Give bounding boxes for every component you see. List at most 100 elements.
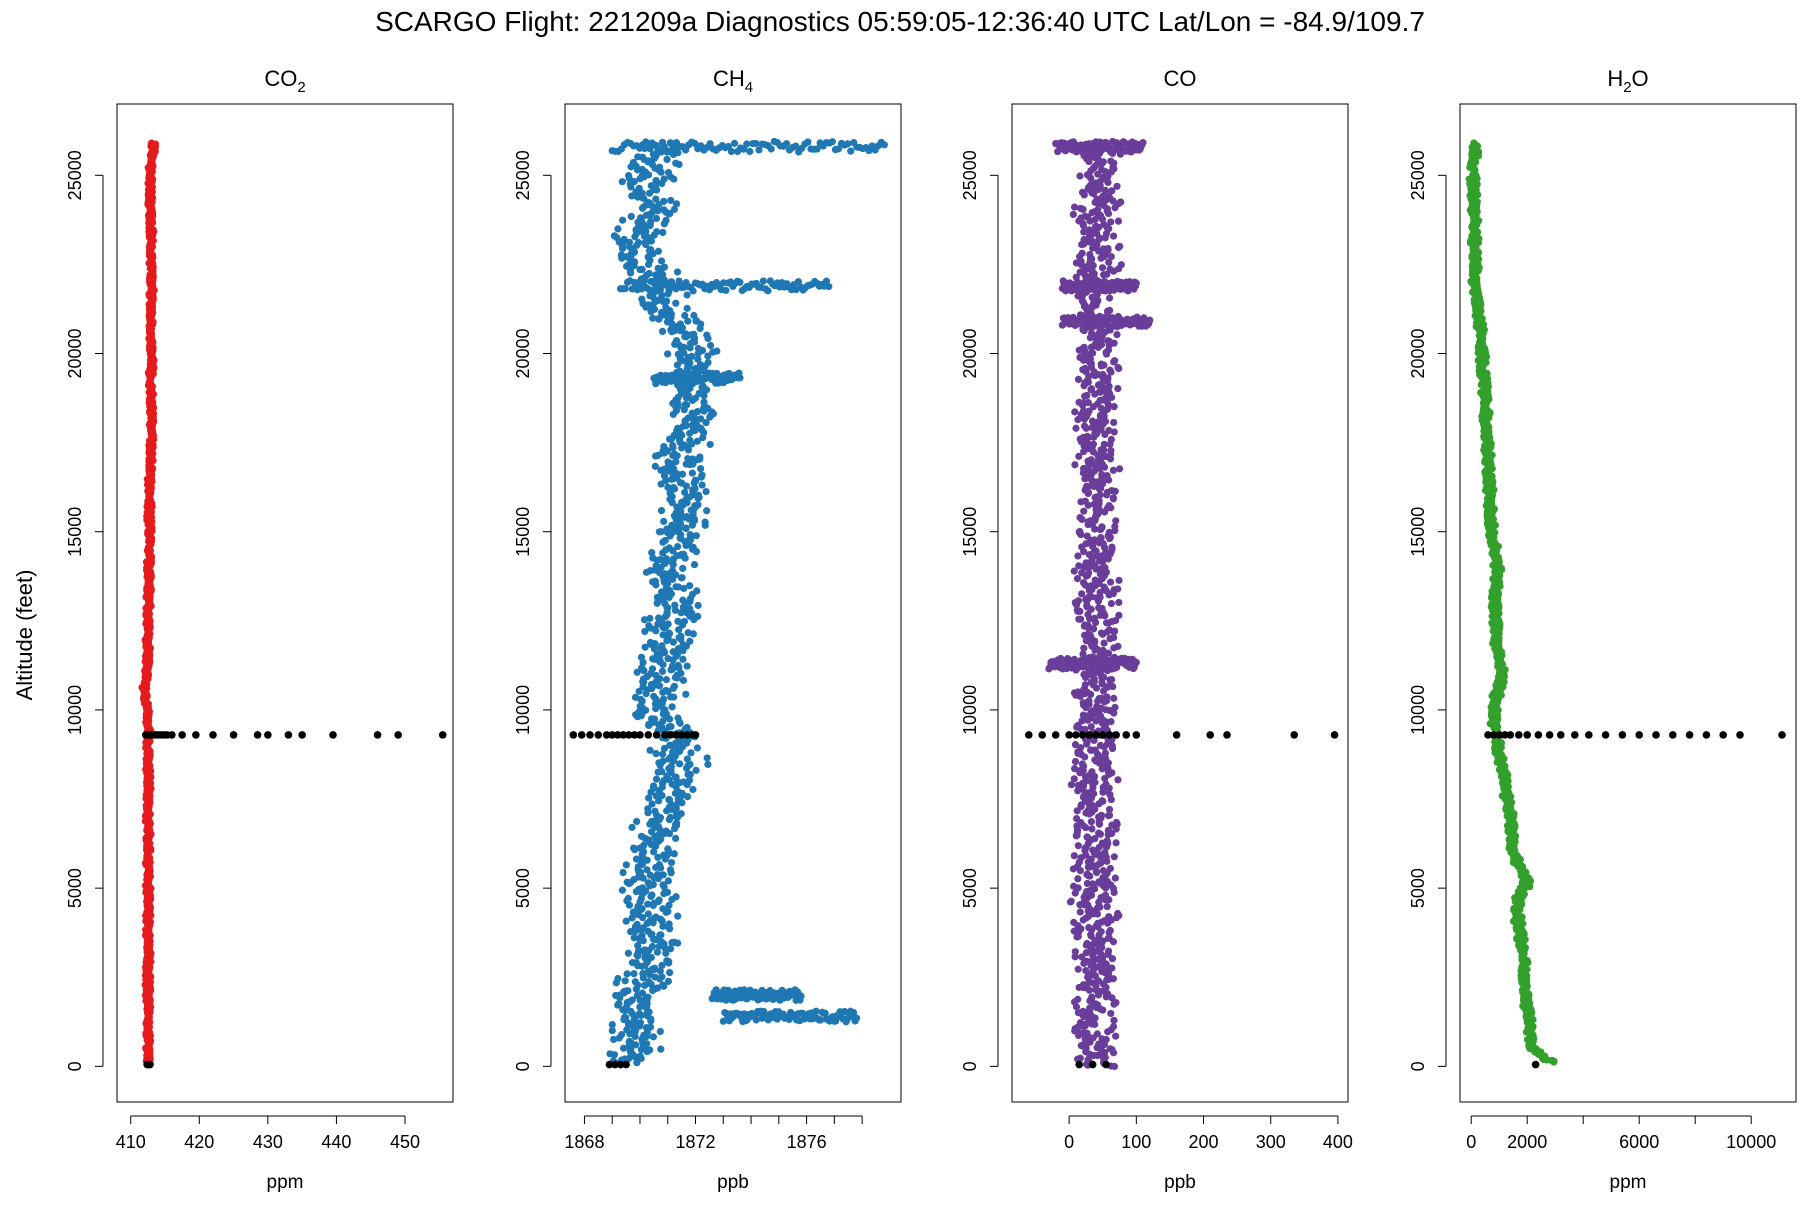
data-point: [1075, 597, 1082, 604]
data-point: [1108, 676, 1115, 683]
data-point: [1099, 371, 1106, 378]
data-point: [695, 345, 702, 352]
data-point: [1110, 419, 1117, 426]
x-tick-label: 2000: [1507, 1132, 1547, 1152]
data-point: [666, 796, 673, 803]
data-point: [1070, 883, 1077, 890]
diagnostic-point: [147, 731, 155, 739]
diagnostic-point: [1102, 1061, 1110, 1069]
data-point: [1075, 562, 1082, 569]
data-point: [813, 1008, 820, 1015]
y-tick-label: 25000: [513, 150, 533, 200]
data-point: [663, 156, 670, 163]
data-point: [1088, 993, 1095, 1000]
panel-title: CO2: [264, 66, 305, 96]
data-point: [674, 618, 681, 625]
data-point: [657, 931, 664, 938]
data-point: [619, 887, 626, 894]
y-tick-label: 5000: [513, 868, 533, 908]
data-point: [1114, 776, 1121, 783]
data-point: [1081, 393, 1088, 400]
diagnostic-point: [1112, 731, 1120, 739]
data-point: [621, 1014, 628, 1021]
data-point: [1088, 825, 1095, 832]
data-point: [1108, 600, 1115, 607]
data-point: [668, 522, 675, 529]
data-point: [1089, 846, 1096, 853]
data-point: [1105, 502, 1112, 509]
data-point: [1081, 422, 1088, 429]
data-point: [1080, 1029, 1087, 1036]
data-point: [628, 213, 635, 220]
data-point: [1114, 643, 1121, 650]
data-point: [624, 987, 631, 994]
data-point: [684, 755, 691, 762]
diagnostic-point: [394, 731, 402, 739]
data-point: [1089, 418, 1096, 425]
data-point: [690, 312, 697, 319]
diagnostic-point: [209, 731, 217, 739]
y-tick-label: 15000: [1408, 507, 1428, 557]
data-point: [1095, 830, 1102, 837]
data-point: [674, 268, 681, 275]
diagnostic-point: [254, 731, 262, 739]
data-point: [696, 453, 703, 460]
data-point: [1082, 498, 1089, 505]
data-point: [669, 703, 676, 710]
data-point: [1075, 376, 1082, 383]
figure-title: SCARGO Flight: 221209a Diagnostics 05:59…: [375, 6, 1425, 37]
data-point: [660, 518, 667, 525]
data-point: [656, 164, 663, 171]
data-point: [1118, 261, 1125, 268]
data-point: [653, 776, 660, 783]
panel-title-subscript: 4: [745, 79, 753, 96]
data-point: [646, 247, 653, 254]
data-point: [661, 175, 668, 182]
data-point: [660, 206, 667, 213]
data-point: [1075, 966, 1082, 973]
data-point: [829, 138, 836, 145]
data-point: [1106, 626, 1113, 633]
data-point: [1114, 910, 1121, 917]
data-point: [633, 959, 640, 966]
data-point: [1102, 750, 1109, 757]
data-point: [698, 384, 705, 391]
data-point: [672, 300, 679, 307]
data-point: [1110, 695, 1117, 702]
data-point: [1088, 723, 1095, 730]
data-point: [1084, 940, 1091, 947]
data-point: [663, 957, 670, 964]
data-point: [1095, 604, 1102, 611]
diagnostic-point: [578, 731, 586, 739]
data-point: [1104, 337, 1111, 344]
x-tick-label: 0: [1064, 1132, 1074, 1152]
data-point: [652, 177, 659, 184]
plot-frame: [1460, 104, 1796, 1102]
x-axis-label: ppb: [1164, 1172, 1196, 1193]
data-point: [619, 217, 626, 224]
panel-title: CO: [1164, 66, 1197, 91]
data-point: [1080, 711, 1087, 718]
x-tick-label: 0: [1466, 1132, 1476, 1152]
data-point: [1086, 226, 1093, 233]
data-point: [1139, 139, 1146, 146]
data-point: [665, 877, 672, 884]
data-point: [1085, 924, 1092, 931]
data-point: [1110, 467, 1117, 474]
series-streak: [617, 277, 832, 294]
data-point: [658, 642, 665, 649]
y-tick-label: 10000: [960, 685, 980, 735]
data-point: [1080, 645, 1087, 652]
data-point: [675, 277, 682, 284]
data-point: [1110, 975, 1117, 982]
data-point: [1107, 218, 1114, 225]
data-point: [1071, 408, 1078, 415]
y-tick-label: 25000: [65, 150, 85, 200]
data-point: [1085, 697, 1092, 704]
data-point: [686, 437, 693, 444]
diagnostic-point: [1075, 1061, 1083, 1069]
data-point: [764, 287, 771, 294]
data-point: [664, 458, 671, 465]
